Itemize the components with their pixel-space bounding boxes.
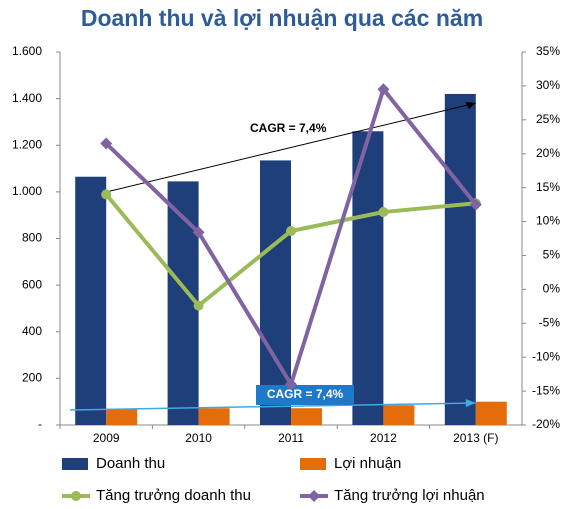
y2-tick-label: 0% [543, 282, 561, 296]
y-tick-label: 200 [22, 371, 42, 385]
y2-tick-label: -15% [532, 383, 560, 397]
marker [378, 207, 389, 218]
bar [106, 408, 138, 425]
y-tick-label: - [38, 417, 42, 431]
y2-tick-label: 15% [536, 180, 560, 194]
annotation-box [256, 385, 354, 405]
marker [469, 198, 482, 211]
y-tick-label: 600 [22, 277, 42, 291]
y-tick-label: 800 [22, 231, 42, 245]
x-tick-label: 2009 [93, 431, 120, 445]
y2-tick-label: 20% [536, 146, 560, 160]
legend-swatch [62, 458, 88, 470]
bar [352, 131, 384, 425]
bar [291, 408, 322, 425]
legend-marker [308, 490, 320, 502]
legend-label: Tăng trưởng lợi nhuận [334, 487, 485, 504]
cagr-arrow [106, 102, 476, 193]
bar [198, 408, 230, 425]
marker [100, 137, 113, 150]
y2-tick-label: 35% [536, 44, 560, 58]
y2-tick-label: -5% [539, 315, 561, 329]
y-tick-label: 400 [22, 324, 42, 338]
marker [193, 300, 204, 311]
y2-tick-label: -10% [532, 349, 560, 363]
arrow-head [465, 102, 476, 109]
legend-marker [71, 491, 81, 501]
x-tick-label: 2011 [278, 431, 304, 445]
bar [475, 401, 507, 425]
legend-swatch [300, 458, 326, 470]
x-tick-label: 2013 (F) [453, 431, 498, 445]
legend-label: Doanh thu [96, 455, 165, 472]
legend-label: Tăng trưởng doanh thu [96, 487, 251, 504]
marker [285, 378, 297, 391]
bar [444, 93, 476, 426]
y-tick-label: 1.200 [12, 137, 42, 151]
bar [75, 176, 107, 425]
legend-label: Lợi nhuận [334, 455, 401, 472]
y2-tick-label: 5% [543, 248, 561, 262]
y2-tick-label: 10% [536, 214, 560, 228]
annotation: CAGR = 7,4% [250, 121, 327, 135]
bar [260, 160, 291, 425]
y2-tick-label: 30% [536, 78, 560, 92]
bar [383, 405, 415, 425]
chart-title: Doanh thu và lợi nhuận qua các năm [81, 5, 483, 31]
x-tick-label: 2012 [370, 431, 397, 445]
bar [167, 181, 199, 425]
cagr-arrow [69, 402, 476, 411]
arrow-head [465, 399, 476, 407]
y-tick-label: 1.000 [12, 184, 42, 198]
marker [192, 226, 205, 239]
annotation: CAGR = 7,4% [267, 387, 344, 401]
y2-tick-label: -20% [532, 417, 560, 431]
marker [286, 226, 296, 237]
marker [377, 83, 390, 96]
marker [101, 189, 112, 200]
y-tick-label: 1.600 [12, 44, 42, 58]
y2-tick-label: 25% [536, 112, 560, 126]
x-tick-label: 2010 [185, 431, 212, 445]
y-tick-label: 1.400 [12, 91, 42, 105]
